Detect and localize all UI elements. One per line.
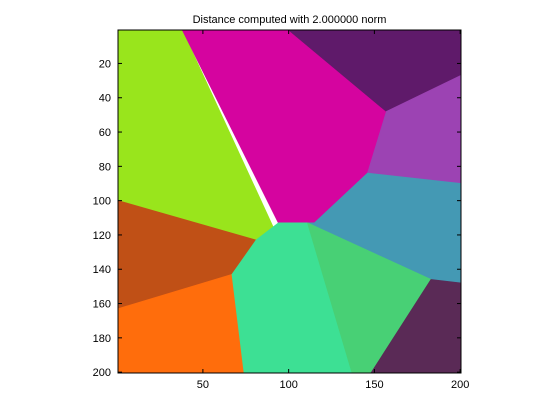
y-tick-label: 60: [99, 127, 111, 139]
y-tick-label: 80: [99, 161, 111, 173]
axes-frame: [117, 29, 462, 374]
y-axis: 20 40 60 80 100 120 140 160 180 200: [93, 58, 461, 379]
y-tick-label: 140: [93, 264, 111, 276]
y-tick-label: 180: [93, 333, 111, 345]
x-tick-label: 50: [197, 379, 209, 391]
voronoi-regions: [117, 29, 462, 374]
y-tick-label: 20: [99, 58, 111, 70]
y-tick-label: 40: [99, 93, 111, 105]
x-tick-label: 200: [451, 379, 469, 391]
x-tick-label: 100: [279, 379, 297, 391]
y-tick-label: 160: [93, 299, 111, 311]
y-tick-label: 100: [93, 196, 111, 208]
x-axis: 50 100 150 200: [197, 30, 469, 391]
y-tick-label: 120: [93, 230, 111, 242]
chart-title: Distance computed with 2.000000 norm: [193, 14, 387, 26]
y-tick-label: 200: [93, 367, 111, 379]
x-tick-label: 150: [365, 379, 383, 391]
